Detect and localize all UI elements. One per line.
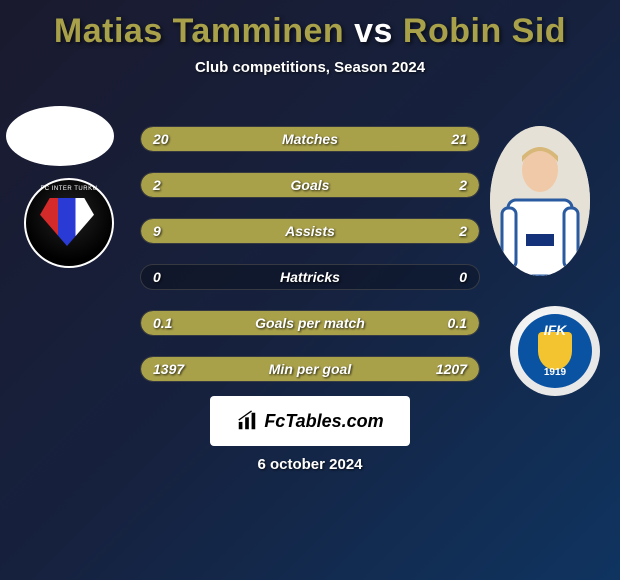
stat-label: Assists [141,219,479,243]
club-right-label: IFK [544,322,567,338]
stat-row: 13971207Min per goal [140,356,480,382]
player1-club-badge [24,178,114,268]
club-right-year: 1919 [544,367,566,378]
chart-icon [236,410,258,432]
page-title: Matias Tamminen vs Robin Sid [0,0,620,51]
subtitle: Club competitions, Season 2024 [0,59,620,76]
stat-row: 22Goals [140,172,480,198]
stat-label: Hattricks [141,265,479,289]
site-badge: FcTables.com [210,396,410,446]
player1-avatar [6,106,114,166]
stat-label: Matches [141,127,479,151]
player2-name: Robin Sid [403,12,566,50]
site-name: FcTables.com [264,411,383,432]
stat-row: 0.10.1Goals per match [140,310,480,336]
player2-club-badge: IFK 1919 [510,306,600,396]
vs-text: vs [354,12,393,50]
stat-row: 2021Matches [140,126,480,152]
footer-date: 6 october 2024 [0,456,620,473]
stat-label: Goals per match [141,311,479,335]
stat-label: Min per goal [141,357,479,381]
player1-name: Matias Tamminen [54,12,344,50]
stat-row: 92Assists [140,218,480,244]
stat-row: 00Hattricks [140,264,480,290]
player2-avatar [490,126,590,276]
stat-label: Goals [141,173,479,197]
stats-container: 2021Matches 22Goals 92Assists 00Hattricks 0.… [140,126,480,402]
